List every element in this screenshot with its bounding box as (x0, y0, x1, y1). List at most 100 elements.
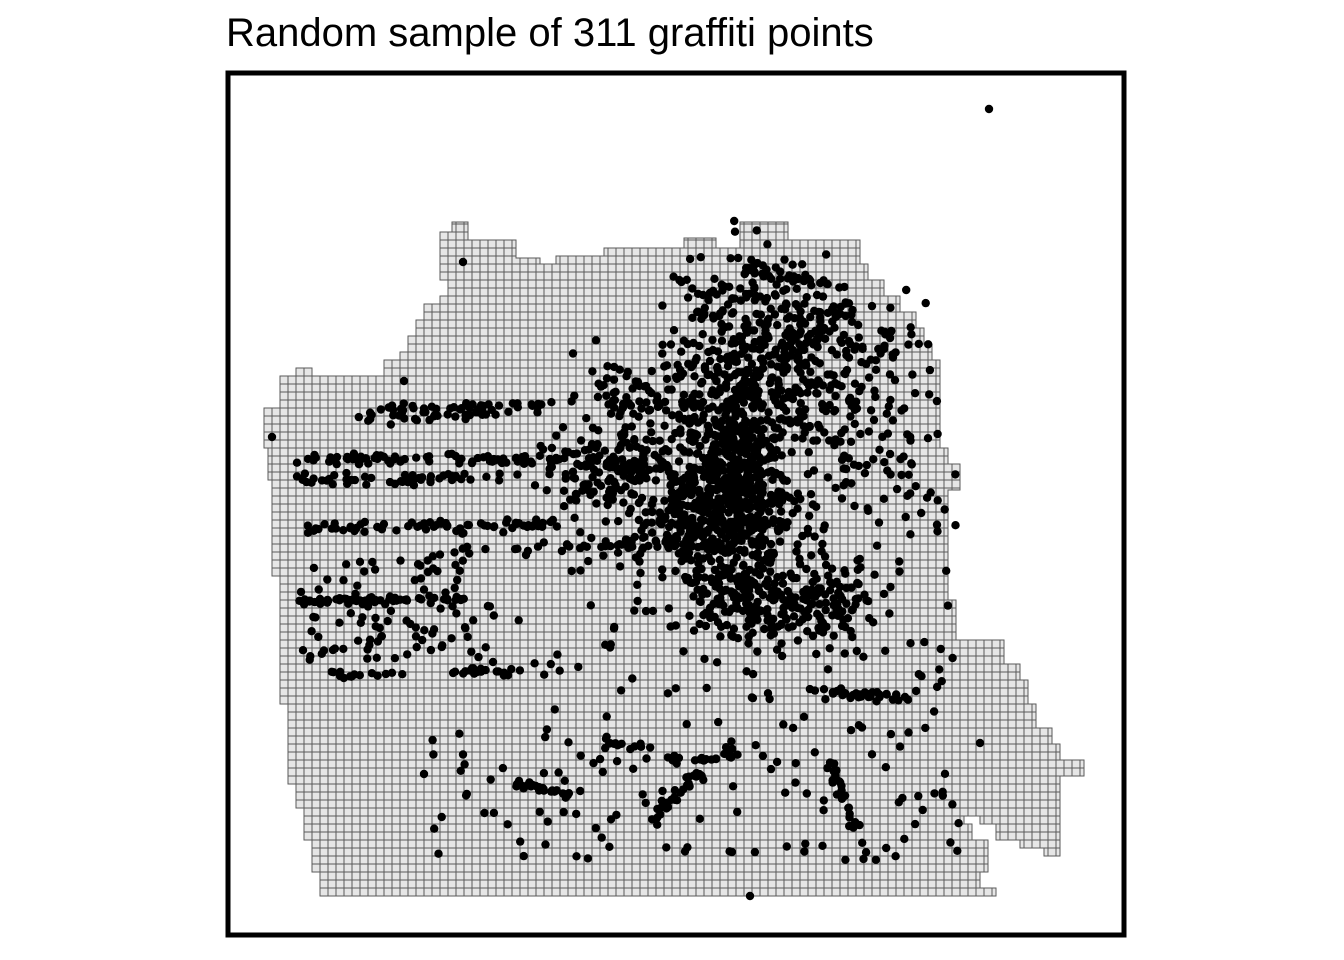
graffiti-point (704, 347, 713, 357)
graffiti-point (306, 652, 315, 661)
graffiti-point (754, 586, 764, 596)
graffiti-point (474, 652, 483, 662)
graffiti-point (827, 564, 837, 573)
graffiti-point (343, 452, 352, 462)
graffiti-point (682, 720, 691, 729)
graffiti-point (693, 585, 702, 594)
graffiti-point (695, 597, 705, 606)
graffiti-point (413, 560, 423, 569)
graffiti-point (412, 453, 421, 462)
graffiti-point (674, 410, 684, 419)
graffiti-point (494, 667, 503, 676)
graffiti-point (748, 693, 758, 703)
graffiti-point (922, 493, 932, 502)
graffiti-point (924, 340, 933, 349)
graffiti-point (742, 580, 751, 589)
graffiti-point (597, 833, 606, 842)
graffiti-point (642, 754, 651, 763)
graffiti-point (948, 653, 957, 663)
graffiti-point (826, 578, 835, 587)
graffiti-point (594, 426, 603, 435)
graffiti-point (776, 620, 786, 630)
graffiti-point (335, 596, 344, 605)
graffiti-point (727, 495, 737, 504)
graffiti-point (435, 550, 445, 559)
graffiti-point (480, 808, 489, 818)
graffiti-point (658, 340, 667, 349)
graffiti-point (695, 441, 705, 451)
graffiti-point (806, 490, 816, 499)
graffiti-point (698, 290, 708, 300)
graffiti-point (558, 789, 568, 798)
graffiti-point (429, 625, 439, 634)
graffiti-point (854, 461, 863, 471)
graffiti-point (837, 494, 847, 503)
graffiti-point (742, 342, 751, 352)
graffiti-point (362, 480, 371, 489)
graffiti-point (764, 333, 773, 343)
graffiti-point (332, 459, 341, 469)
graffiti-point (786, 351, 796, 360)
graffiti-point (767, 466, 776, 476)
graffiti-point (734, 253, 743, 263)
graffiti-point (670, 793, 679, 802)
graffiti-point (328, 645, 338, 655)
graffiti-point (465, 403, 474, 413)
graffiti-point (886, 729, 896, 739)
graffiti-point (813, 342, 822, 352)
graffiti-point (717, 327, 726, 336)
graffiti-point (700, 654, 709, 664)
graffiti-point (882, 690, 891, 699)
graffiti-point (851, 342, 861, 351)
graffiti-point (880, 458, 889, 467)
graffiti-point (750, 578, 759, 588)
graffiti-point (802, 564, 811, 574)
graffiti-point (339, 526, 348, 535)
graffiti-point (803, 627, 812, 636)
graffiti-point (379, 519, 389, 529)
graffiti-point (675, 275, 684, 285)
graffiti-point (810, 306, 819, 315)
graffiti-point (626, 468, 636, 477)
graffiti-point (810, 532, 819, 541)
graffiti-point (728, 744, 737, 754)
graffiti-point (742, 369, 752, 378)
graffiti-point (793, 355, 802, 364)
graffiti-point (695, 495, 704, 505)
graffiti-point (476, 519, 486, 528)
graffiti-point (671, 504, 681, 513)
graffiti-point (443, 594, 452, 604)
graffiti-point (953, 846, 962, 855)
graffiti-point (698, 330, 707, 339)
graffiti-point (420, 519, 429, 528)
graffiti-point (658, 447, 667, 456)
graffiti-point (766, 631, 775, 640)
graffiti-point (785, 493, 794, 502)
graffiti-point (684, 554, 693, 563)
graffiti-point (676, 372, 685, 381)
graffiti-point (806, 312, 815, 322)
graffiti-point (465, 411, 474, 420)
graffiti-point (309, 612, 318, 622)
graffiti-point (502, 518, 511, 527)
graffiti-point (831, 391, 840, 401)
graffiti-point (791, 335, 800, 344)
graffiti-point (799, 345, 809, 355)
graffiti-point (716, 632, 725, 641)
graffiti-point (951, 521, 960, 530)
graffiti-point (872, 541, 882, 550)
graffiti-point (729, 632, 738, 641)
graffiti-point (641, 381, 651, 391)
graffiti-point (711, 499, 720, 508)
graffiti-point (711, 754, 721, 763)
graffiti-point (601, 517, 610, 526)
graffiti-point (567, 397, 576, 406)
graffiti-point (653, 396, 662, 406)
graffiti-point (703, 370, 712, 380)
graffiti-point (611, 739, 620, 748)
graffiti-point (486, 775, 495, 784)
graffiti-point (637, 404, 646, 413)
graffiti-point (527, 459, 537, 468)
graffiti-point (647, 500, 657, 509)
graffiti-point (436, 519, 446, 528)
